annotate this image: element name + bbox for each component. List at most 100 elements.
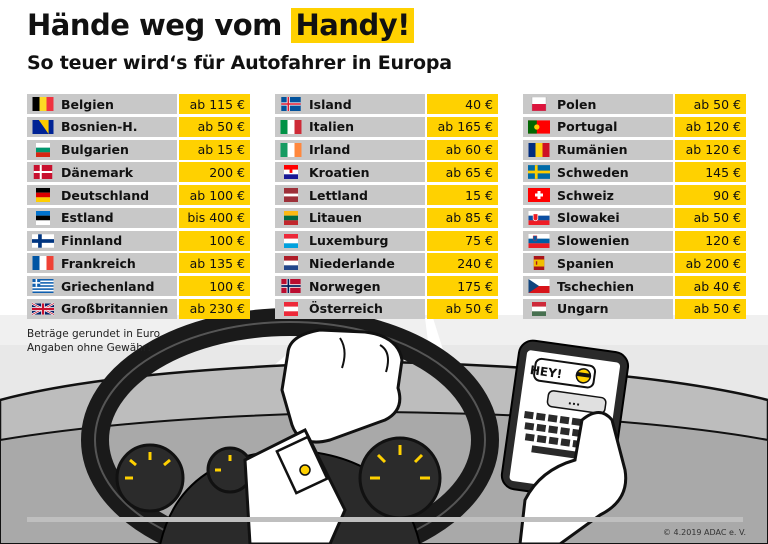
country-name: Lettland bbox=[309, 187, 368, 203]
country-name: Schweden bbox=[557, 164, 629, 180]
fine-value: ab 85 € bbox=[427, 207, 498, 228]
country-name: Deutschland bbox=[61, 187, 150, 203]
flag-ee-icon bbox=[36, 210, 50, 225]
country-name: Bulgarien bbox=[61, 142, 129, 157]
table-row: Portugal ab 120 € bbox=[523, 116, 746, 137]
flag-ie-icon bbox=[280, 142, 302, 157]
table-row: Rumänien ab 120 € bbox=[523, 139, 746, 160]
table-row: Frankreich ab 135 € bbox=[27, 253, 250, 274]
footnote-disclaimer: Angaben ohne Gewähr! bbox=[27, 342, 152, 354]
fine-value: ab 15 € bbox=[179, 139, 250, 160]
fine-value: 100 € bbox=[179, 276, 250, 296]
flag-is-icon bbox=[281, 97, 301, 111]
country-name: Dänemark bbox=[61, 164, 134, 180]
fine-value: 120 € bbox=[675, 230, 746, 251]
fine-value: 15 € bbox=[427, 185, 498, 205]
footnote-rounded: Beträge gerundet in Euro bbox=[27, 328, 161, 340]
table-row: Griechenland 100 € bbox=[27, 276, 250, 296]
flag-hr-icon bbox=[284, 165, 298, 180]
country-name: Norwegen bbox=[309, 278, 381, 294]
fine-value: ab 65 € bbox=[427, 162, 498, 183]
watch bbox=[275, 435, 329, 495]
country-name: Finnland bbox=[61, 233, 123, 248]
fine-table-column-2: Island 40 € Italien ab 165 € Irland ab 60 €… bbox=[275, 94, 498, 322]
flag-ba-icon bbox=[32, 119, 54, 134]
fine-value: ab 50 € bbox=[675, 298, 746, 319]
fine-value: 100 € bbox=[179, 230, 250, 251]
flag-pt-icon bbox=[528, 120, 550, 134]
table-row: Lettland 15 € bbox=[275, 185, 498, 205]
country-name: Ungarn bbox=[557, 301, 609, 317]
flag-cz-icon bbox=[528, 279, 550, 293]
table-row: Italien ab 165 € bbox=[275, 116, 498, 137]
fine-value: ab 50 € bbox=[675, 94, 746, 114]
hand-holding-phone bbox=[518, 411, 628, 544]
steering-wheel-rim-highlight bbox=[94, 321, 486, 544]
table-row: Slowakei ab 50 € bbox=[523, 207, 746, 228]
typing-indicator: ... bbox=[567, 394, 582, 409]
fine-value: ab 200 € bbox=[675, 253, 746, 274]
title-prefix: Hände weg vom bbox=[27, 8, 282, 42]
country-name: Kroatien bbox=[309, 164, 370, 180]
country-name: Luxemburg bbox=[309, 233, 389, 248]
table-row: Belgien ab 115 € bbox=[27, 94, 250, 114]
flag-lt-icon bbox=[284, 210, 298, 225]
country-name: Bosnien-H. bbox=[61, 119, 138, 135]
table-row: Schweiz 90 € bbox=[523, 185, 746, 205]
flag-dk-icon bbox=[33, 165, 53, 180]
table-row: Ungarn ab 50 € bbox=[523, 298, 746, 319]
fine-value: ab 230 € bbox=[179, 298, 250, 319]
flag-de-icon bbox=[36, 188, 50, 202]
country-name: Slowakei bbox=[557, 210, 620, 226]
flag-lu-icon bbox=[284, 233, 298, 248]
fine-value: ab 120 € bbox=[675, 139, 746, 160]
flag-it-icon bbox=[280, 119, 302, 134]
table-row: Polen ab 50 € bbox=[523, 94, 746, 114]
table-row: Großbritannien ab 230 € bbox=[27, 298, 250, 319]
table-row: Finnland 100 € bbox=[27, 230, 250, 251]
fine-value: 90 € bbox=[675, 185, 746, 205]
watch-dot bbox=[299, 464, 311, 476]
country-name: Österreich bbox=[309, 301, 383, 317]
bottom-bar bbox=[27, 517, 743, 522]
fine-table-column-1: Belgien ab 115 € Bosnien-H. ab 50 € Bulgar… bbox=[27, 94, 250, 322]
fine-value: 240 € bbox=[427, 253, 498, 274]
country-name: Polen bbox=[557, 96, 597, 112]
flag-se-icon bbox=[528, 165, 550, 180]
fine-value: 200 € bbox=[179, 162, 250, 183]
table-row: Island 40 € bbox=[275, 94, 498, 114]
country-name: Irland bbox=[309, 142, 351, 157]
flag-sk-icon bbox=[528, 210, 550, 225]
fine-value: 40 € bbox=[427, 94, 498, 114]
country-name: Niederlande bbox=[309, 255, 395, 271]
flag-lv-icon bbox=[284, 188, 298, 202]
flag-be-icon bbox=[32, 97, 54, 111]
flag-pl-icon bbox=[531, 97, 547, 111]
table-row: Niederlande 240 € bbox=[275, 253, 498, 274]
table-row: Litauen ab 85 € bbox=[275, 207, 498, 228]
table-row: Luxemburg 75 € bbox=[275, 230, 498, 251]
country-name: Tschechien bbox=[557, 278, 635, 294]
flag-ch-icon bbox=[528, 188, 550, 202]
page-title: Hände weg vom Handy! bbox=[27, 8, 414, 43]
country-name: Frankreich bbox=[61, 255, 136, 271]
page-subtitle: So teuer wird‘s für Autofahrer in Europa bbox=[27, 52, 452, 74]
country-name: Estland bbox=[61, 210, 114, 226]
table-row: Bulgarien ab 15 € bbox=[27, 139, 250, 160]
title-highlight: Handy! bbox=[291, 8, 414, 43]
flag-fr-icon bbox=[32, 256, 54, 271]
fine-value: 175 € bbox=[427, 276, 498, 296]
country-name: Belgien bbox=[61, 96, 114, 112]
flag-es-icon bbox=[533, 256, 545, 271]
table-row: Deutschland ab 100 € bbox=[27, 185, 250, 205]
footnote: Beträge gerundet in Euro Angaben ohne Ge… bbox=[27, 327, 160, 355]
flag-gr-icon bbox=[32, 279, 54, 293]
country-name: Griechenland bbox=[61, 278, 155, 294]
fine-value: ab 40 € bbox=[675, 276, 746, 296]
flag-hu-icon bbox=[532, 301, 546, 316]
flag-si-icon bbox=[528, 233, 550, 248]
fine-value: ab 165 € bbox=[427, 116, 498, 137]
flag-bg-icon bbox=[36, 142, 50, 157]
fine-value: 75 € bbox=[427, 230, 498, 251]
